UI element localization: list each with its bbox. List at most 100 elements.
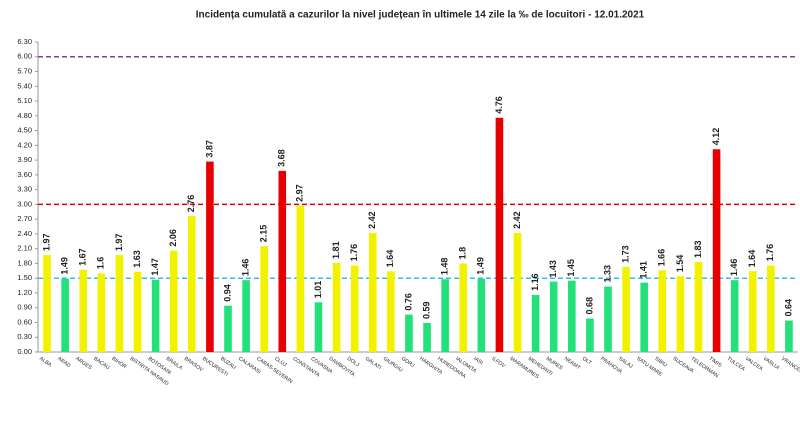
bar <box>730 280 739 352</box>
bar <box>169 250 178 352</box>
x-tick-label: GALATI <box>364 356 382 371</box>
bar <box>278 170 287 352</box>
y-tick-label: 3.30 <box>17 185 32 194</box>
value-label: 1.47 <box>150 258 160 276</box>
y-tick-label: 4.50 <box>17 126 32 135</box>
bar <box>332 262 341 352</box>
x-tick-label: OLT <box>581 356 593 367</box>
value-label: 1.6 <box>96 257 106 270</box>
bar <box>513 232 522 352</box>
value-label: 1.01 <box>313 281 323 299</box>
value-label: 4.76 <box>494 96 504 114</box>
bar <box>748 271 757 352</box>
value-label: 1.46 <box>240 259 250 277</box>
y-tick-label: 1.80 <box>17 258 32 267</box>
value-label: 1.8 <box>458 247 468 260</box>
x-tick-label: ALBA <box>38 356 53 369</box>
value-label: 2.42 <box>512 211 522 229</box>
bar <box>79 269 88 352</box>
value-label: 1.49 <box>476 257 486 275</box>
y-tick-label: 3.90 <box>17 155 32 164</box>
bar <box>314 302 323 352</box>
bar <box>622 266 630 352</box>
x-tick-label: TULCEA <box>726 356 747 373</box>
value-label: 3.68 <box>277 149 287 167</box>
bar <box>785 320 793 352</box>
value-label: 2.42 <box>367 211 377 229</box>
value-label: 0.76 <box>403 293 413 311</box>
bar <box>586 318 594 352</box>
bar <box>531 294 540 352</box>
y-tick-label: 0.30 <box>17 332 32 341</box>
bar <box>676 276 685 352</box>
bar <box>296 205 305 352</box>
bar <box>188 216 196 352</box>
y-tick-label: 6.30 <box>17 37 32 46</box>
value-label: 1.73 <box>620 245 630 263</box>
y-tick-label: 0.00 <box>17 347 32 356</box>
value-label: 2.97 <box>295 184 305 202</box>
value-label: 1.83 <box>693 240 703 258</box>
bar <box>368 232 377 352</box>
bar <box>423 322 431 352</box>
bar <box>350 265 359 352</box>
y-tick-label: 5.10 <box>17 96 32 105</box>
bar <box>441 279 449 352</box>
value-label: 1.64 <box>385 250 395 268</box>
bar <box>224 305 232 352</box>
x-tick-label: BRASOV <box>183 356 205 374</box>
value-label: 1.97 <box>41 234 51 252</box>
y-tick-label: 0.90 <box>17 303 32 312</box>
y-tick-label: 3.60 <box>17 170 32 179</box>
y-tick-label: 1.20 <box>17 288 32 297</box>
value-label: 3.87 <box>204 140 214 158</box>
bar <box>133 271 142 352</box>
bar <box>61 278 69 352</box>
y-tick-label: 2.40 <box>17 229 32 238</box>
value-label: 2.76 <box>186 195 196 213</box>
value-label: 1.97 <box>114 234 124 252</box>
y-tick-label: 4.80 <box>17 111 32 120</box>
chart-title: Incidența cumulată a cazurilor la nivel … <box>196 10 645 21</box>
value-label: 2.15 <box>259 225 269 243</box>
x-tick-label: ILFOV <box>490 356 506 370</box>
bar <box>477 278 486 352</box>
bar <box>260 246 268 352</box>
bar <box>694 261 703 352</box>
bar <box>495 117 504 353</box>
y-tick-label: 5.40 <box>17 81 32 90</box>
bar <box>658 270 667 352</box>
y-tick-label: 3.00 <box>17 199 32 208</box>
bar <box>549 281 558 352</box>
value-label: 1.54 <box>675 255 685 273</box>
x-tick-label: BACAU <box>92 356 110 371</box>
bar <box>387 271 395 352</box>
value-label: 1.45 <box>566 259 576 277</box>
value-label: 1.41 <box>639 261 649 279</box>
y-tick-label: 2.70 <box>17 214 32 223</box>
value-label: 1.81 <box>331 241 341 259</box>
x-tick-label: ARAD <box>56 356 71 369</box>
value-label: 1.46 <box>729 259 739 277</box>
value-label: 2.06 <box>168 229 178 247</box>
x-tick-label: VRANCEA <box>780 356 800 376</box>
bar <box>151 279 160 352</box>
value-label: 1.66 <box>657 249 667 267</box>
y-tick-label: 5.70 <box>17 67 32 76</box>
value-label: 0.94 <box>222 284 232 302</box>
bar <box>767 265 775 352</box>
y-tick-label: 2.10 <box>17 244 32 253</box>
bar <box>640 282 648 352</box>
value-label: 4.12 <box>711 128 721 146</box>
bar <box>712 149 721 352</box>
value-label: 1.43 <box>548 260 558 278</box>
bar <box>97 273 106 352</box>
x-tick-label: ARGES <box>74 356 93 372</box>
x-tick-label: VALCEA <box>744 356 764 373</box>
y-tick-label: 4.20 <box>17 140 32 149</box>
bar <box>206 161 214 352</box>
value-label: 1.16 <box>530 273 540 291</box>
y-tick-label: 6.00 <box>17 52 32 61</box>
bar <box>568 280 576 352</box>
